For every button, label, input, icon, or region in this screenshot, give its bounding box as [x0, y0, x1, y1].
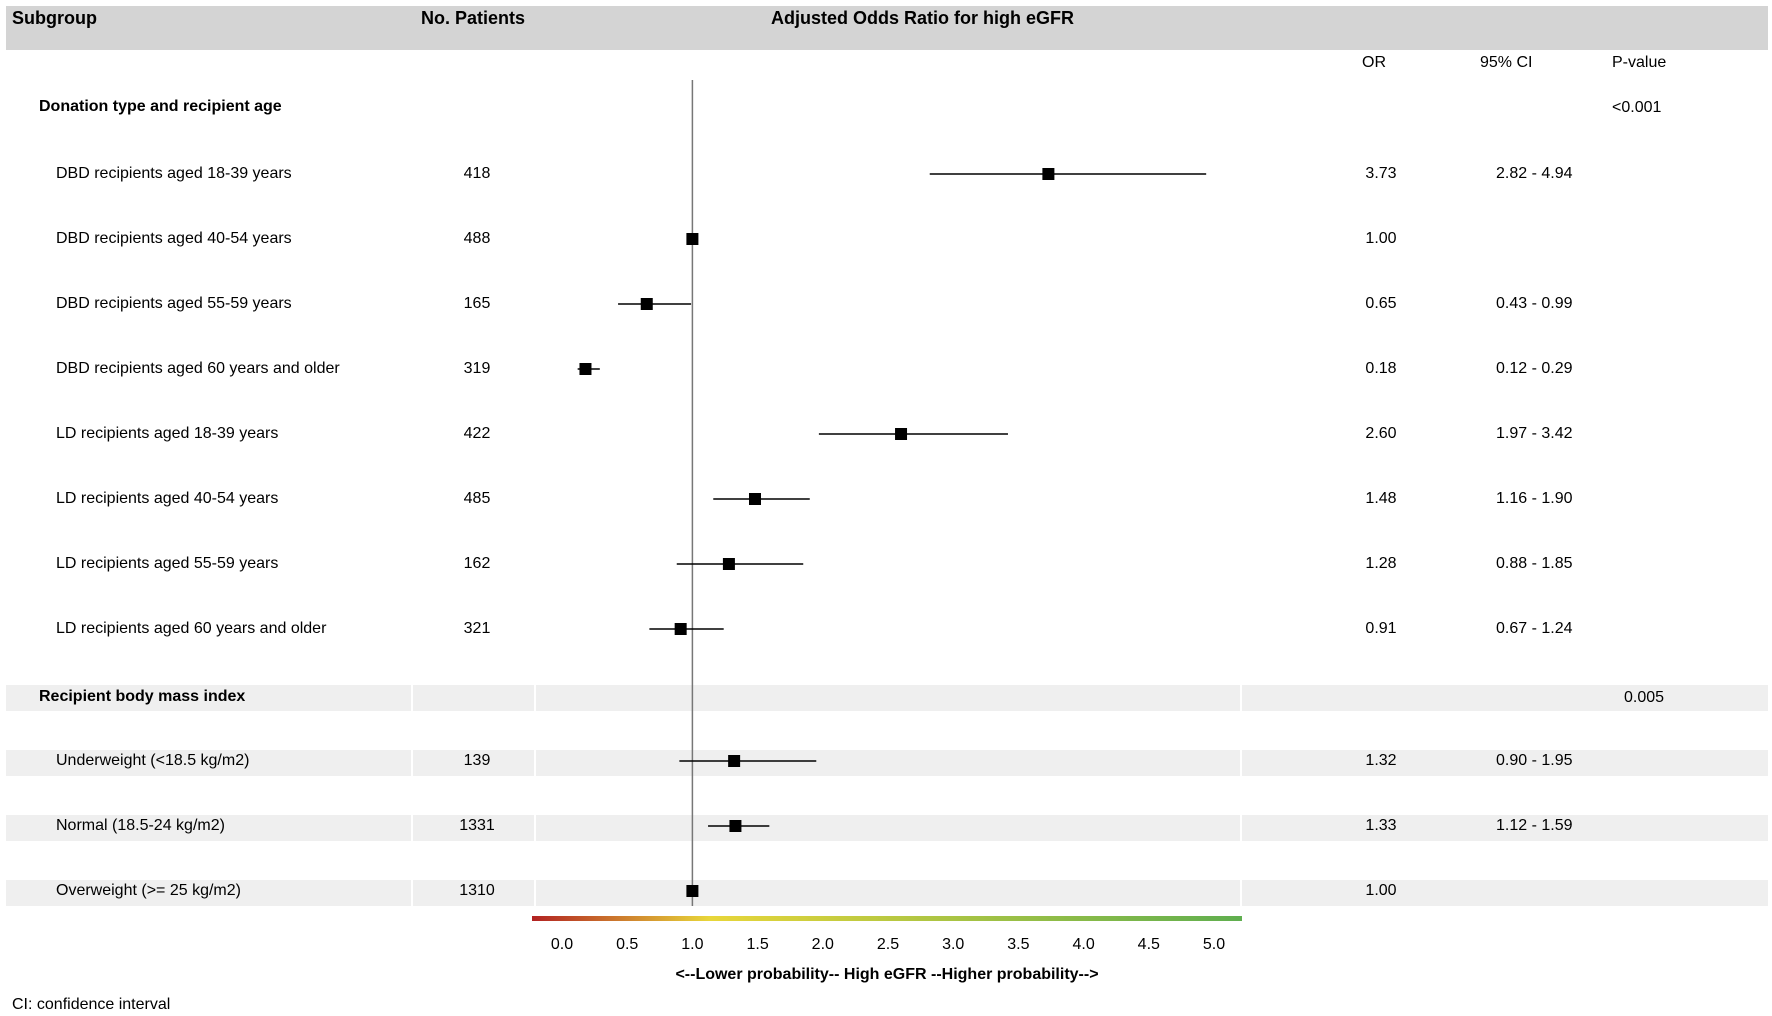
row-label: Underweight (<18.5 kg/m2)	[56, 752, 250, 769]
band-separator	[534, 880, 536, 906]
band-separator	[1240, 880, 1242, 906]
row-or: 0.65	[1365, 295, 1397, 312]
band-separator	[1240, 750, 1242, 776]
band-underweight	[6, 750, 1768, 776]
footnote: CI: confidence interval	[12, 996, 171, 1013]
row-or: 1.33	[1365, 817, 1397, 834]
row-label: LD recipients aged 55-59 years	[56, 555, 279, 572]
x-tick-label: 0.5	[616, 936, 638, 953]
or-point	[640, 298, 653, 310]
row-ci: 0.90 - 1.95	[1496, 752, 1573, 769]
patients-header: No. Patients	[421, 8, 526, 28]
subgroup-header: Subgroup	[12, 8, 97, 28]
or-point	[674, 623, 687, 635]
or-point	[748, 493, 761, 505]
row-patients: 1310	[459, 882, 495, 899]
row-patients: 485	[463, 490, 491, 507]
x-tick-label: 2.0	[812, 936, 834, 953]
band-separator	[1240, 685, 1242, 711]
x-tick-label: 3.0	[942, 936, 964, 953]
band-normal	[6, 815, 1768, 841]
band-separator	[411, 685, 413, 711]
row-or: 3.73	[1365, 165, 1397, 182]
band-separator	[411, 750, 413, 776]
or-point	[729, 820, 742, 832]
row-label: Normal (18.5-24 kg/m2)	[56, 817, 225, 834]
row-patients: 422	[463, 425, 491, 442]
row-label: DBD recipients aged 60 years and older	[56, 360, 340, 377]
band-separator	[411, 880, 413, 906]
x-tick-label: 2.5	[877, 936, 899, 953]
row-ci: 0.67 - 1.24	[1496, 620, 1573, 637]
row-ci: 0.12 - 0.29	[1496, 360, 1573, 377]
row-label: LD recipients aged 18-39 years	[56, 425, 279, 442]
band-bmi-section	[6, 685, 1768, 711]
row-ci: 1.12 - 1.59	[1496, 817, 1573, 834]
row-ci: 0.43 - 0.99	[1496, 295, 1573, 312]
or-point	[728, 755, 741, 767]
row-ci: 1.97 - 3.42	[1496, 425, 1573, 442]
x-tick-label: 0.0	[551, 936, 573, 953]
row-ci: 2.82 - 4.94	[1496, 165, 1573, 182]
row-patients: 321	[463, 620, 491, 637]
row-ci: 0.88 - 1.85	[1496, 555, 1573, 572]
or-point	[722, 558, 735, 570]
row-patients: 165	[463, 295, 491, 312]
x-tick-label: 4.5	[1138, 936, 1160, 953]
row-ci: 1.16 - 1.90	[1496, 490, 1573, 507]
row-or: 0.91	[1365, 620, 1397, 637]
row-label: DBD recipients aged 55-59 years	[56, 295, 292, 312]
header-bar	[6, 6, 1768, 50]
or-point	[1042, 168, 1055, 180]
x-tick-label: 4.0	[1072, 936, 1094, 953]
row-or: 0.18	[1365, 360, 1397, 377]
row-label: DBD recipients aged 18-39 years	[56, 165, 292, 182]
row-label: Overweight (>= 25 kg/m2)	[56, 882, 241, 899]
row-patients: 162	[463, 555, 491, 572]
or-point	[686, 885, 699, 897]
row-or: 1.48	[1365, 490, 1397, 507]
row-or: 2.60	[1365, 425, 1397, 442]
section-label-bmi: Recipient body mass index	[39, 688, 246, 705]
section-p-donation: <0.001	[1612, 99, 1662, 116]
p-column-header: P-value	[1612, 54, 1667, 71]
row-patients: 1331	[459, 817, 495, 834]
or-column-header: OR	[1362, 54, 1386, 71]
x-axis-gradient-bar	[532, 916, 1242, 921]
or-point	[895, 428, 908, 440]
row-patients: 139	[463, 752, 491, 769]
x-axis-label: <--Lower probability-- High eGFR --Highe…	[675, 966, 1098, 983]
band-separator	[411, 815, 413, 841]
band-overweight	[6, 880, 1768, 906]
x-tick-label: 3.5	[1007, 936, 1029, 953]
row-patients: 319	[463, 360, 491, 377]
x-tick-label: 1.5	[746, 936, 768, 953]
row-patients: 418	[463, 165, 491, 182]
row-or: 1.28	[1365, 555, 1397, 572]
band-separator	[534, 750, 536, 776]
section-label-donation: Donation type and recipient age	[39, 98, 282, 115]
row-patients: 488	[463, 230, 491, 247]
row-or: 1.00	[1365, 230, 1397, 247]
section-p-bmi: 0.005	[1624, 689, 1665, 706]
or-point	[686, 233, 699, 245]
x-tick-label: 5.0	[1203, 936, 1225, 953]
band-separator	[534, 815, 536, 841]
ci-column-header: 95% CI	[1480, 54, 1533, 71]
chart-title: Adjusted Odds Ratio for high eGFR	[771, 8, 1074, 28]
row-label: DBD recipients aged 40-54 years	[56, 230, 292, 247]
row-or: 1.00	[1365, 882, 1397, 899]
or-point	[579, 363, 592, 375]
band-separator	[1240, 815, 1242, 841]
band-separator	[534, 685, 536, 711]
row-or: 1.32	[1365, 752, 1397, 769]
row-label: LD recipients aged 60 years and older	[56, 620, 327, 637]
x-tick-label: 1.0	[681, 936, 703, 953]
row-label: LD recipients aged 40-54 years	[56, 490, 279, 507]
